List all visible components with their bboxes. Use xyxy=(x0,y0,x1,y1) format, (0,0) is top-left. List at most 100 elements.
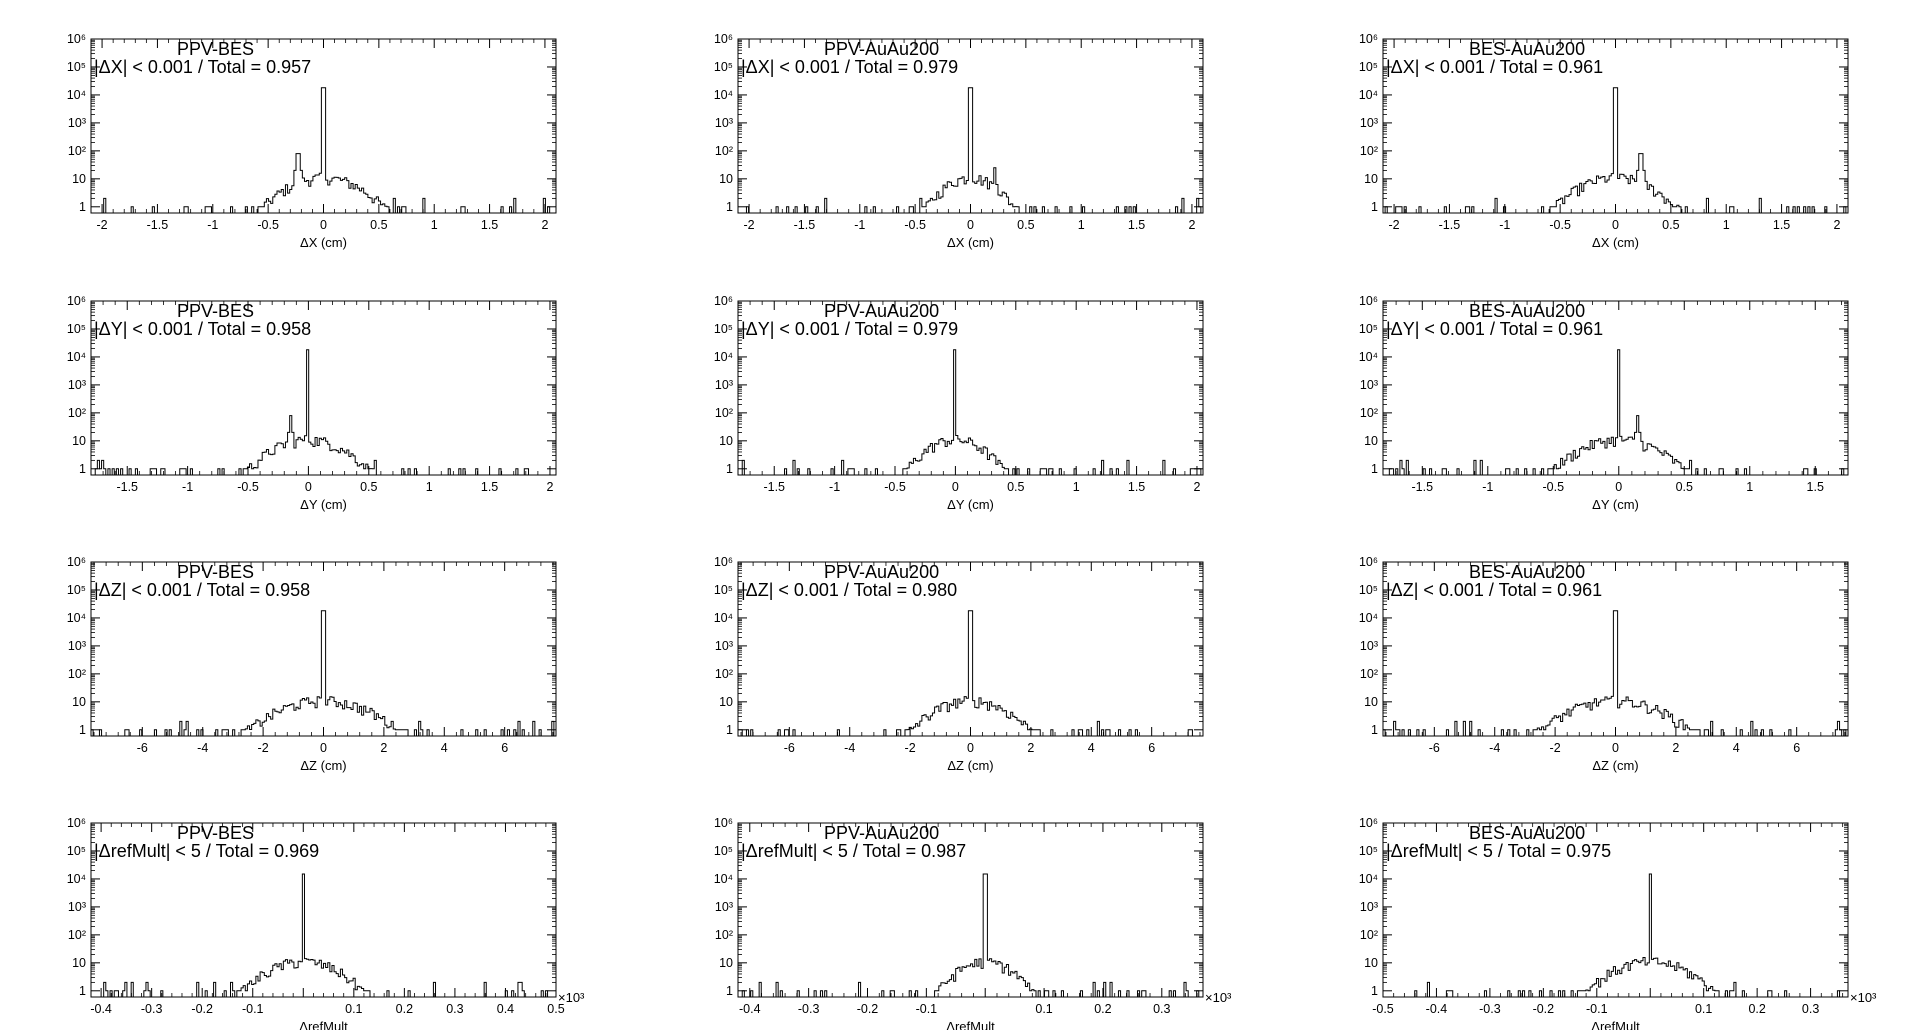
x-tick-label: -0.1 xyxy=(1586,1002,1608,1016)
y-tick-label: 10⁴ xyxy=(67,872,86,886)
y-tick-label: 10⁶ xyxy=(714,555,733,569)
x-tick-label: -0.3 xyxy=(798,1002,820,1016)
y-tick-label: 10³ xyxy=(1360,639,1378,653)
x-tick-label: 1 xyxy=(1078,218,1085,232)
y-tick-label: 10³ xyxy=(715,900,733,914)
histogram-line xyxy=(737,610,1203,737)
x-tick-label: 2 xyxy=(1188,218,1195,232)
y-tick-label: 10³ xyxy=(1360,900,1378,914)
x-tick-label: -2 xyxy=(1389,218,1400,232)
x-tick-label: 1.5 xyxy=(1128,480,1145,494)
x-tick-label: 1.5 xyxy=(481,218,498,232)
histogram-line xyxy=(738,349,1203,476)
y-tick-label: 10⁵ xyxy=(1359,322,1378,336)
y-tick-label: 1 xyxy=(726,984,733,998)
y-tick-label: 1 xyxy=(726,200,733,214)
y-tick-label: 10² xyxy=(68,406,86,420)
x-tick-label: -1.5 xyxy=(147,218,169,232)
x-axis-title: ΔZ (cm) xyxy=(300,758,346,773)
y-tick-label: 10² xyxy=(1360,406,1378,420)
dataset-label: BES-AuAu200 xyxy=(1469,562,1585,582)
x-multiplier: ×10³ xyxy=(1850,990,1877,1005)
x-axis-title: ΔY (cm) xyxy=(947,497,994,512)
x-multiplier: ×10³ xyxy=(558,990,585,1005)
x-tick-label: 1 xyxy=(1723,218,1730,232)
x-tick-label: 1.5 xyxy=(1773,218,1790,232)
y-tick-label: 10⁵ xyxy=(1359,844,1378,858)
x-tick-label: 0 xyxy=(305,480,312,494)
ratio-label: |ΔrefMult| < 5 / Total = 0.969 xyxy=(94,841,319,861)
x-tick-label: -0.5 xyxy=(257,218,279,232)
y-tick-label: 10⁵ xyxy=(714,583,733,597)
y-tick-label: 10² xyxy=(68,144,86,158)
x-tick-label: -1 xyxy=(854,218,865,232)
panel-4: 1 10 10² 10³ 10⁴ 10⁵ 10⁶ -1.5 -1 -0.5 0 0.5 1 1.5 2 ΔY … xyxy=(67,294,557,512)
y-tick-label: 10 xyxy=(1364,695,1378,709)
y-tick-label: 10² xyxy=(715,667,733,681)
ratio-label: |ΔZ| < 0.001 / Total = 0.958 xyxy=(94,580,310,600)
ratio-label: |ΔX| < 0.001 / Total = 0.979 xyxy=(741,57,958,77)
y-tick-label: 10³ xyxy=(68,378,86,392)
y-tick-label: 10⁵ xyxy=(1359,583,1378,597)
x-axis-title: ΔrefMult xyxy=(946,1019,995,1030)
x-tick-label: -0.5 xyxy=(904,218,926,232)
histogram-line xyxy=(90,610,556,737)
y-tick-label: 10⁴ xyxy=(714,88,733,102)
y-tick-label: 10⁴ xyxy=(1359,88,1378,102)
dataset-label: BES-AuAu200 xyxy=(1469,39,1585,59)
x-tick-label: 4 xyxy=(441,741,448,755)
x-axis-title: ΔZ (cm) xyxy=(947,758,993,773)
x-tick-label: -0.3 xyxy=(1479,1002,1501,1016)
panel-12: 1 10 10² 10³ 10⁴ 10⁵ 10⁶ -0.5 -0.4 -0.3 -0.2 -0.1 0.… xyxy=(1359,816,1877,1030)
y-tick-label: 10⁶ xyxy=(1359,555,1378,569)
x-tick-label: 0.5 xyxy=(370,218,387,232)
y-tick-label: 10³ xyxy=(715,378,733,392)
y-tick-label: 10² xyxy=(68,928,86,942)
ratio-label: |ΔrefMult| < 5 / Total = 0.987 xyxy=(741,841,966,861)
y-tick-label: 10 xyxy=(1364,434,1378,448)
x-tick-label: 0.5 xyxy=(1007,480,1024,494)
y-tick-label: 10⁵ xyxy=(67,322,86,336)
histogram-line xyxy=(1383,349,1848,476)
y-tick-label: 10⁵ xyxy=(67,844,86,858)
y-tick-label: 10³ xyxy=(715,639,733,653)
dataset-label: BES-AuAu200 xyxy=(1469,301,1585,321)
dataset-label: PPV-BES xyxy=(177,562,254,582)
y-tick-label: 10 xyxy=(719,956,733,970)
dataset-label: PPV-AuAu200 xyxy=(824,301,939,321)
y-tick-label: 10⁴ xyxy=(714,611,733,625)
x-tick-label: 0 xyxy=(967,218,974,232)
y-tick-label: 10 xyxy=(719,434,733,448)
x-tick-label: 0.2 xyxy=(1748,1002,1765,1016)
x-tick-label: 0.2 xyxy=(396,1002,413,1016)
y-tick-label: 1 xyxy=(726,723,733,737)
x-tick-label: -4 xyxy=(844,741,855,755)
x-tick-label: -0.3 xyxy=(141,1002,163,1016)
x-tick-label: -2 xyxy=(97,218,108,232)
panel-6: 1 10 10² 10³ 10⁴ 10⁵ 10⁶ -1.5 -1 -0.5 0 0.5 1 1.5 ΔY (… xyxy=(1359,294,1849,512)
dataset-label: PPV-AuAu200 xyxy=(824,39,939,59)
x-tick-label: 1 xyxy=(1746,480,1753,494)
y-tick-label: 10⁴ xyxy=(1359,350,1378,364)
x-tick-label: 0.4 xyxy=(497,1002,514,1016)
y-tick-label: 10² xyxy=(715,144,733,158)
x-tick-label: 4 xyxy=(1088,741,1095,755)
x-tick-label: 4 xyxy=(1733,741,1740,755)
x-tick-label: -0.2 xyxy=(857,1002,879,1016)
x-tick-label: -1 xyxy=(182,480,193,494)
x-axis-title: ΔZ (cm) xyxy=(1592,758,1638,773)
x-tick-label: -0.5 xyxy=(1549,218,1571,232)
y-tick-label: 10⁴ xyxy=(714,350,733,364)
panel-10: 1 10 10² 10³ 10⁴ 10⁵ 10⁶ -0.4 -0.3 -0.2 -0.1 0.1 0.2… xyxy=(67,816,585,1030)
x-tick-label: -1.5 xyxy=(763,480,785,494)
x-tick-label: -4 xyxy=(197,741,208,755)
y-tick-label: 10³ xyxy=(715,116,733,130)
y-tick-label: 10² xyxy=(715,928,733,942)
dataset-label: PPV-BES xyxy=(177,39,254,59)
y-tick-label: 10⁶ xyxy=(1359,32,1378,46)
x-tick-label: 2 xyxy=(1833,218,1840,232)
panel-7: 1 10 10² 10³ 10⁴ 10⁵ 10⁶ -6 -4 -2 0 2 4 6 ΔZ (cm) PPV-B… xyxy=(67,555,557,773)
x-tick-label: 2 xyxy=(541,218,548,232)
y-tick-label: 1 xyxy=(79,984,86,998)
x-tick-label: -0.2 xyxy=(1533,1002,1555,1016)
